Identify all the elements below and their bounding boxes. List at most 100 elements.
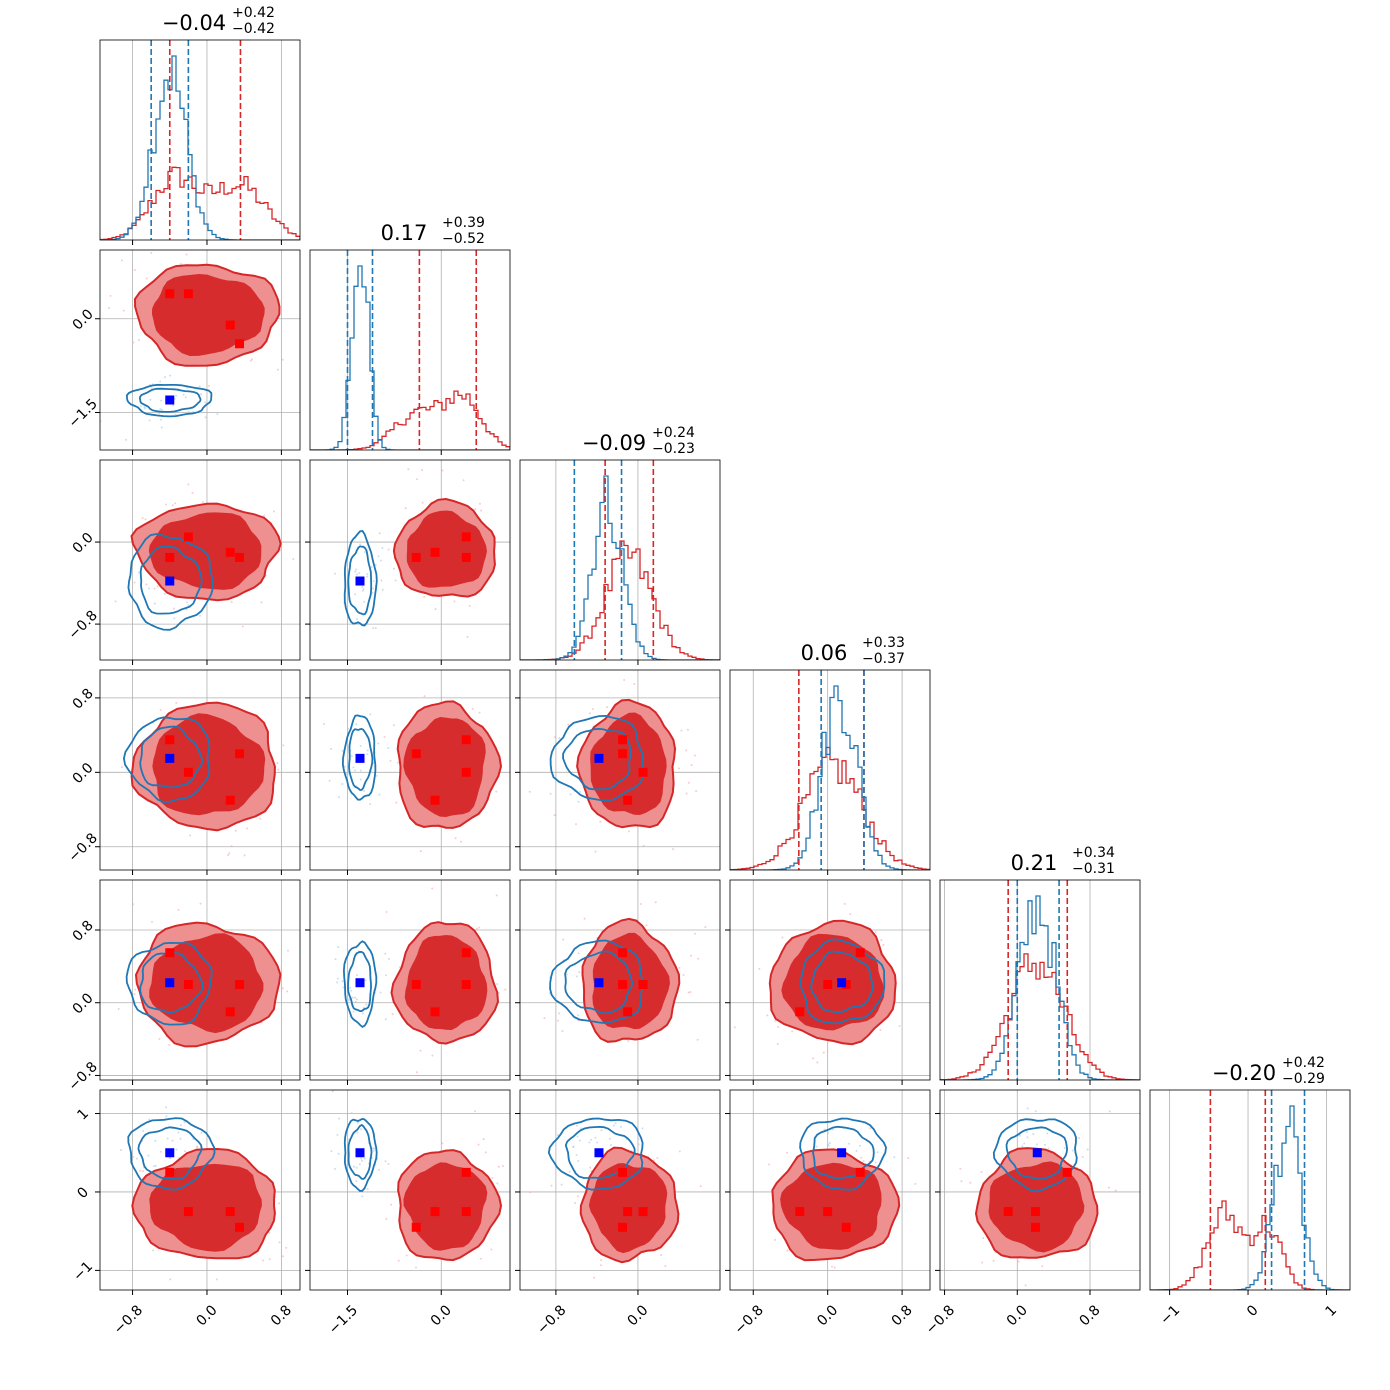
sample-point [441, 1142, 444, 1145]
sample-point [132, 1156, 135, 1159]
panel-content [940, 1090, 1140, 1290]
sample-point [187, 483, 190, 486]
scatter-panel-3-2 [309, 459, 511, 661]
x-tick-label: 0.8 [268, 1302, 295, 1329]
sample-point [153, 602, 156, 605]
sample-point [363, 1157, 366, 1160]
sample-point [959, 1167, 962, 1170]
histogram-panel-1: −0.04 +0.42−0.42 [99, 5, 301, 241]
blue-truth-marker [1032, 1148, 1042, 1158]
sample-point [292, 558, 295, 561]
sample-point [574, 1202, 577, 1205]
sample-point [230, 601, 233, 604]
sample-point [855, 1149, 858, 1152]
panel-frame [309, 1089, 511, 1291]
sample-point [693, 754, 696, 757]
sample-point [134, 988, 137, 991]
sample-point [363, 600, 366, 603]
blue-contour-outer [343, 530, 378, 627]
sample-point [343, 765, 346, 768]
param-err-up: +0.42 [1282, 1055, 1325, 1071]
sample-point [734, 1014, 736, 1016]
red-truth-marker [183, 980, 193, 990]
sample-point [351, 996, 354, 999]
red-truth-marker [225, 547, 235, 557]
sample-point [114, 600, 117, 603]
sample-point [165, 1106, 168, 1109]
scatter-panel-5-2 [309, 879, 511, 1081]
sample-point [496, 982, 499, 985]
red-truth-marker [841, 1222, 851, 1232]
param-title-4: 0.06 [801, 641, 848, 665]
sample-point [543, 1017, 546, 1020]
sample-point [163, 376, 166, 379]
sample-point [372, 580, 375, 583]
sample-point [394, 579, 397, 582]
sample-point [120, 259, 123, 262]
blue-contour-outer [342, 940, 378, 1028]
sample-point [183, 1150, 186, 1153]
sample-point [434, 608, 437, 611]
blue-truth-marker [594, 1148, 604, 1158]
sample-point [383, 736, 386, 739]
x-tick-label: 0.0 [428, 1302, 455, 1329]
sample-point [171, 1139, 174, 1142]
panel-frame [939, 1089, 1141, 1291]
sample-point [385, 911, 388, 914]
sample-point [690, 954, 693, 957]
sample-point [139, 405, 142, 408]
sample-point [354, 996, 357, 999]
sample-point [441, 469, 444, 472]
param-err-lo: −0.31 [1072, 861, 1115, 877]
sample-point [371, 591, 374, 594]
sample-point [833, 1266, 836, 1269]
sample-point [227, 853, 230, 856]
panel-content [100, 460, 300, 660]
sample-point [419, 1049, 422, 1052]
sample-point [387, 1162, 390, 1165]
sample-point [133, 993, 136, 996]
sample-point [843, 902, 846, 905]
sample-point [495, 894, 498, 897]
param-err-up: +0.34 [1072, 845, 1115, 861]
sample-point [359, 778, 362, 781]
sample-point [678, 767, 681, 770]
sample-point [914, 1182, 917, 1185]
sample-point [152, 1249, 155, 1252]
sample-point [352, 1010, 355, 1013]
sample-point [678, 1150, 681, 1153]
red-truth-marker [183, 532, 193, 542]
red-histogram [520, 540, 720, 660]
sample-point [608, 1137, 611, 1140]
sample-point [497, 1165, 500, 1168]
sample-point [175, 1148, 178, 1151]
sample-point [569, 793, 572, 796]
sample-point [642, 844, 645, 847]
sample-point [350, 989, 353, 992]
sample-point [693, 932, 696, 935]
x-tick-label: 0.0 [625, 1302, 652, 1329]
sample-point [337, 1152, 340, 1155]
blue-truth-marker [594, 978, 604, 988]
x-tick-label: 0.0 [814, 1302, 841, 1329]
blue-contour-inner [347, 1123, 373, 1180]
red-histogram [940, 953, 1140, 1080]
red-truth-marker [235, 552, 245, 562]
sample-point [354, 593, 357, 596]
sample-point [812, 1057, 815, 1060]
axis-ticks [347, 450, 442, 455]
red-truth-marker [1062, 1167, 1072, 1177]
red-truth-marker [823, 1207, 833, 1217]
blue-contour-outer [549, 939, 644, 1025]
sample-point [474, 1110, 477, 1113]
sample-point [591, 707, 594, 710]
sample-point [387, 957, 390, 960]
blue-truth-marker [165, 978, 175, 988]
sample-point [198, 614, 201, 617]
sample-point [230, 845, 233, 848]
sample-point [1017, 1260, 1020, 1263]
sample-point [623, 679, 626, 682]
sample-point [208, 385, 211, 388]
sample-point [355, 1180, 358, 1183]
sample-point [186, 601, 189, 604]
